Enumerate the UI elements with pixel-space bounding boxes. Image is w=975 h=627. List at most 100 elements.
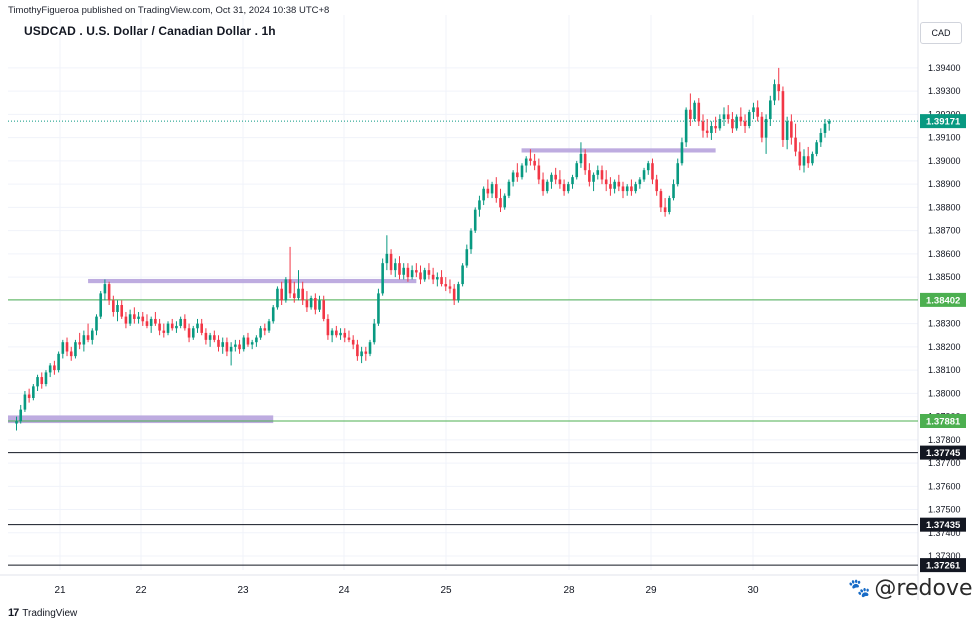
candle-body: [490, 184, 494, 194]
tradingview-logo-text: TradingView: [22, 607, 78, 619]
candle-body: [385, 253, 389, 264]
candle-body: [284, 279, 288, 301]
candle-body: [634, 184, 637, 192]
y-tick-label: 1.39300: [928, 86, 961, 96]
y-tick-label: 1.37400: [928, 528, 961, 538]
candle-body: [141, 316, 145, 322]
candle-body: [469, 230, 473, 250]
publisher-line: TimothyFigueroa published on TradingView…: [8, 5, 330, 16]
y-tick-label: 1.37800: [928, 435, 961, 445]
candle-body: [238, 344, 241, 350]
candle-body: [90, 330, 94, 340]
candle-body: [621, 186, 625, 192]
y-tick-label: 1.38100: [928, 365, 961, 375]
candle-body: [579, 153, 583, 164]
candle-body: [149, 318, 153, 326]
candle-body: [183, 318, 187, 329]
symbol-title[interactable]: USDCAD . U.S. Dollar / Canadian Dollar .…: [24, 24, 276, 38]
candle-body: [162, 330, 166, 333]
candle-body: [752, 107, 755, 113]
price-label-bg: [920, 558, 966, 573]
candle-body: [575, 163, 579, 178]
candle-body: [276, 288, 279, 308]
candle-body: [48, 365, 52, 373]
candle-body: [410, 270, 414, 278]
candle-body: [533, 160, 536, 166]
candle-body: [213, 335, 216, 340]
watermark: 🐾 @redove: [848, 576, 973, 601]
candle-body: [19, 409, 23, 422]
candle-body: [360, 351, 363, 357]
candle-body: [53, 365, 56, 371]
candle-body: [318, 300, 321, 310]
candle-body: [529, 158, 532, 161]
candle-body: [267, 321, 271, 331]
candle-body: [520, 165, 524, 178]
candle-body: [208, 335, 212, 340]
zone-rect[interactable]: [521, 148, 716, 153]
candle-body: [486, 188, 490, 194]
candle-body: [95, 316, 98, 331]
last-price-label: 1.39171: [926, 117, 961, 128]
candle-body: [558, 179, 562, 185]
price-label: 1.37745: [926, 448, 961, 459]
candle-body: [301, 288, 304, 301]
candle-body: [246, 337, 250, 345]
tradingview-logo[interactable]: 17 TradingView: [8, 607, 77, 619]
candle-body: [714, 126, 717, 129]
candle-body: [339, 332, 342, 336]
candle-body: [756, 107, 759, 117]
candle-body: [747, 112, 751, 127]
y-tick-label: 1.38900: [928, 179, 961, 189]
candle-body: [499, 198, 502, 208]
candle-body: [794, 137, 797, 152]
candle-body: [731, 119, 734, 129]
price-label: 1.38402: [926, 295, 960, 306]
candle-body: [592, 174, 595, 182]
price-label-bg: [920, 445, 966, 460]
candle-body: [137, 316, 140, 319]
candle-body: [503, 195, 506, 208]
zone-rect[interactable]: [88, 278, 417, 284]
candle-body: [672, 184, 675, 199]
candle-body: [103, 284, 107, 294]
candle-body: [154, 318, 157, 324]
candle-body: [583, 153, 587, 171]
candle-body: [200, 323, 203, 333]
candle-body: [377, 293, 380, 324]
zone-rect[interactable]: [8, 415, 274, 424]
price-label-bg: [920, 517, 966, 532]
candle-body: [722, 114, 726, 120]
candle-body: [689, 109, 692, 120]
candle-body: [74, 342, 77, 357]
candle-body: [158, 323, 161, 331]
candle-body: [478, 200, 481, 210]
candle-body: [494, 184, 498, 199]
candle-body: [335, 330, 338, 336]
y-tick-label: 1.39100: [928, 133, 961, 143]
candle-body: [40, 377, 44, 385]
currency-button[interactable]: CAD: [920, 22, 962, 44]
y-tick-label: 1.38500: [928, 272, 961, 282]
candle-body: [457, 284, 460, 301]
candle-body: [69, 351, 73, 357]
candle-body: [431, 274, 435, 280]
candle-body: [112, 300, 115, 312]
candle-body: [436, 277, 439, 280]
candle-body: [204, 332, 208, 340]
candle-body: [65, 342, 69, 352]
candle-body: [351, 339, 355, 345]
candle-body: [196, 323, 199, 329]
y-tick-label: 1.38800: [928, 202, 961, 212]
candle-body: [524, 158, 528, 166]
candle-body: [120, 305, 124, 317]
candle-body: [32, 386, 35, 398]
candle-body: [166, 323, 170, 333]
candle-body: [444, 284, 448, 287]
candle-body: [78, 342, 81, 345]
candle-body: [735, 116, 738, 129]
candle-body: [15, 421, 18, 424]
candle-body: [305, 300, 309, 308]
